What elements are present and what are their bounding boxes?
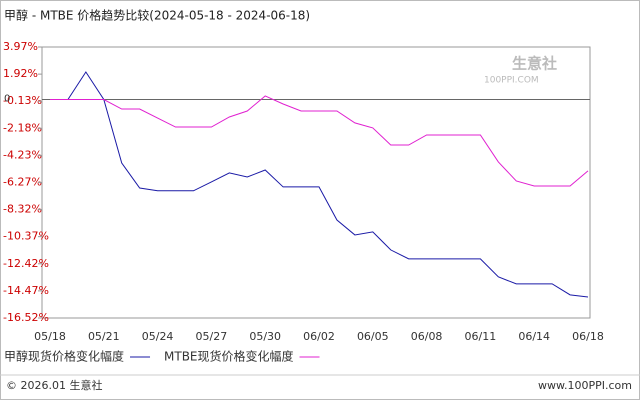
y-tick-label: -4.23% [3, 148, 42, 161]
x-tick-label: 06/05 [357, 330, 389, 343]
watermark-name: 生意社 [512, 55, 557, 73]
x-tick-label: 05/30 [249, 330, 281, 343]
x-tick-label: 05/18 [34, 330, 66, 343]
footer-left: © 2026.01 生意社 [6, 378, 102, 392]
zero-label: 0 [4, 94, 10, 105]
y-tick-label: -12.42% [3, 257, 49, 270]
series-line [50, 71, 589, 298]
watermark-site: 100PPI.COM [484, 76, 539, 86]
footer-right: www.100PPI.com [538, 379, 632, 392]
x-tick-label: 05/27 [196, 330, 228, 343]
y-tick-label: -0.13% [3, 94, 42, 107]
x-tick-label: 06/11 [465, 330, 497, 343]
y-tick-label: -6.27% [3, 175, 42, 188]
legend-label: MTBE现货价格变化幅度 [164, 349, 294, 364]
x-tick-label: 06/18 [572, 330, 604, 343]
y-tick-label: -16.52% [3, 311, 49, 324]
series-line [50, 95, 589, 187]
x-tick-label: 06/02 [303, 330, 335, 343]
x-tick-label: 05/21 [88, 330, 120, 343]
y-tick-label: 1.92% [3, 67, 38, 80]
y-tick-label: 3.97% [3, 40, 38, 53]
y-tick-label: -2.18% [3, 121, 42, 134]
y-tick-label: -8.32% [3, 203, 42, 216]
x-tick-label: 06/08 [411, 330, 443, 343]
x-tick-label: 05/24 [142, 330, 174, 343]
y-tick-label: -10.37% [3, 230, 49, 243]
y-tick-label: -14.47% [3, 284, 49, 297]
chart-title: 甲醇 - MTBE 价格趋势比较(2024-05-18 - 2024-06-18… [4, 8, 310, 23]
legend-label: 甲醇现货价格变化幅度 [4, 349, 124, 364]
x-tick-label: 06/14 [518, 330, 550, 343]
